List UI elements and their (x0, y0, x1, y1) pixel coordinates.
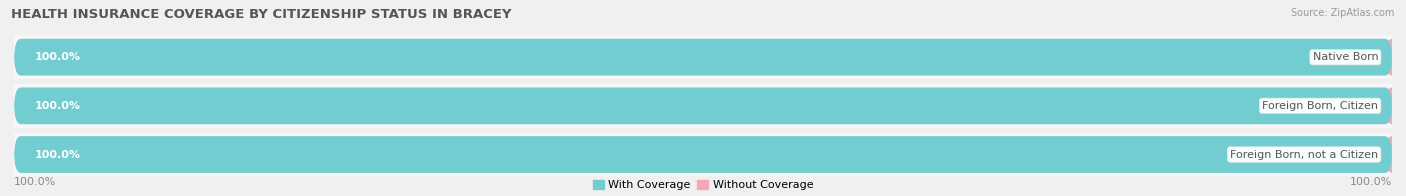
Text: Native Born: Native Born (1313, 52, 1378, 62)
Text: Source: ZipAtlas.com: Source: ZipAtlas.com (1291, 8, 1395, 18)
Text: HEALTH INSURANCE COVERAGE BY CITIZENSHIP STATUS IN BRACEY: HEALTH INSURANCE COVERAGE BY CITIZENSHIP… (11, 8, 512, 21)
Text: Foreign Born, not a Citizen: Foreign Born, not a Citizen (1230, 150, 1378, 160)
Text: 100.0%: 100.0% (14, 177, 56, 187)
Text: 100.0%: 100.0% (1350, 177, 1392, 187)
Text: Foreign Born, Citizen: Foreign Born, Citizen (1263, 101, 1378, 111)
FancyBboxPatch shape (1385, 39, 1406, 75)
FancyBboxPatch shape (14, 39, 1392, 75)
Legend: With Coverage, Without Coverage: With Coverage, Without Coverage (592, 180, 814, 191)
FancyBboxPatch shape (14, 136, 1392, 173)
Text: 100.0%: 100.0% (35, 101, 80, 111)
Text: 100.0%: 100.0% (35, 150, 80, 160)
FancyBboxPatch shape (1385, 136, 1406, 173)
Text: 100.0%: 100.0% (35, 52, 80, 62)
FancyBboxPatch shape (1385, 87, 1406, 124)
FancyBboxPatch shape (14, 87, 1392, 124)
